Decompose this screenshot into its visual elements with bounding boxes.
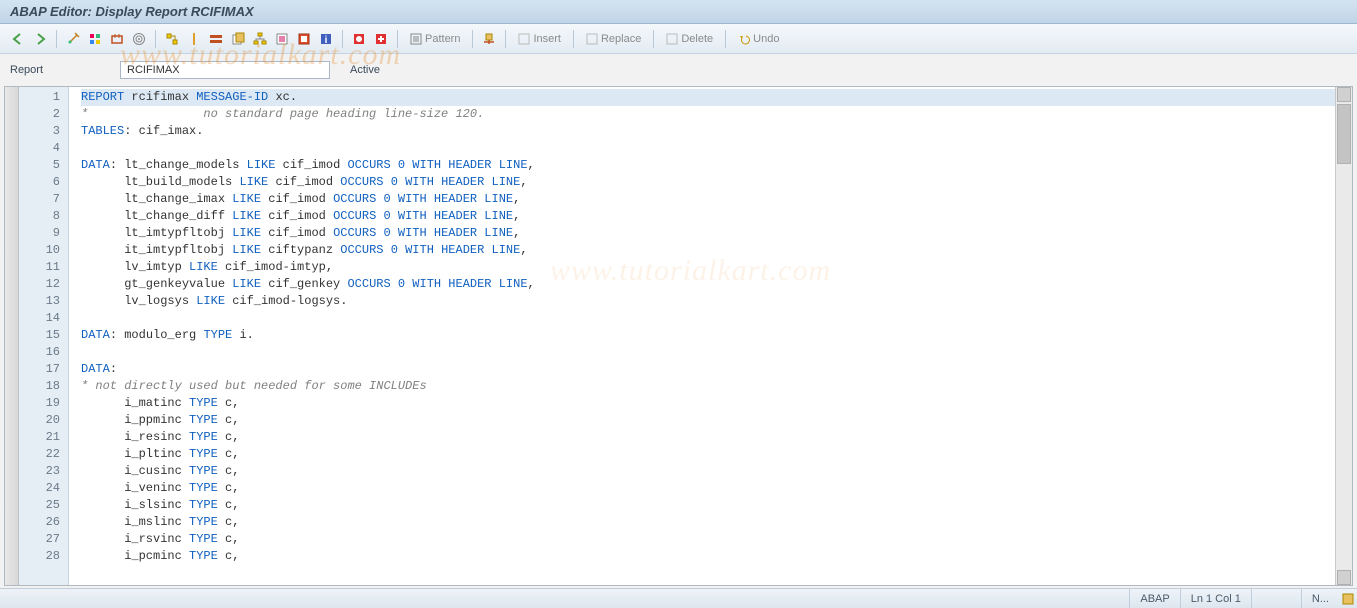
line-number: 19 (19, 395, 68, 412)
vertical-scrollbar[interactable] (1335, 87, 1352, 585)
code-line[interactable]: DATA: modulo_erg TYPE i. (81, 327, 1335, 344)
line-number: 8 (19, 208, 68, 225)
line-number: 13 (19, 293, 68, 310)
status-lang: ABAP (1129, 589, 1179, 608)
code-line[interactable]: i_matinc TYPE c, (81, 395, 1335, 412)
line-number: 23 (19, 463, 68, 480)
code-line[interactable]: i_mslinc TYPE c, (81, 514, 1335, 531)
scroll-down-button[interactable] (1337, 570, 1351, 585)
line-number: 25 (19, 497, 68, 514)
code-line[interactable]: i_pcminc TYPE c, (81, 548, 1335, 565)
status-mode: N... (1301, 589, 1339, 608)
code-line[interactable]: * not directly used but needed for some … (81, 378, 1335, 395)
help-icon[interactable]: i (316, 29, 336, 49)
delete-button: Delete (660, 29, 719, 49)
line-number: 6 (19, 174, 68, 191)
line-number: 10 (19, 242, 68, 259)
back-button[interactable] (8, 29, 28, 49)
hierarchy-icon[interactable] (250, 29, 270, 49)
code-line[interactable]: i_pltinc TYPE c, (81, 446, 1335, 463)
line-number: 16 (19, 344, 68, 361)
pretty-printer-icon[interactable] (479, 29, 499, 49)
activate-icon[interactable] (107, 29, 127, 49)
display-change-icon[interactable] (63, 29, 83, 49)
line-number: 3 (19, 123, 68, 140)
check-icon[interactable] (85, 29, 105, 49)
code-line[interactable] (81, 140, 1335, 157)
line-number-gutter: 1234567891011121314151617181920212223242… (19, 87, 69, 585)
editor-margin (5, 87, 19, 585)
line-number: 28 (19, 548, 68, 565)
code-line[interactable]: lt_change_imax LIKE cif_imod OCCURS 0 WI… (81, 191, 1335, 208)
window-title: ABAP Editor: Display Report RCIFIMAX (10, 4, 254, 19)
report-name-field[interactable]: RCIFIMAX (120, 61, 330, 79)
line-number: 9 (19, 225, 68, 242)
code-line[interactable]: i_ppminc TYPE c, (81, 412, 1335, 429)
line-number: 7 (19, 191, 68, 208)
replace-button: Replace (580, 29, 647, 49)
line-number: 15 (19, 327, 68, 344)
pattern-button[interactable]: Pattern (404, 29, 466, 49)
line-number: 17 (19, 361, 68, 378)
line-number: 5 (19, 157, 68, 174)
undo-button: Undo (732, 29, 785, 49)
line-number: 11 (19, 259, 68, 276)
svg-text:i: i (325, 35, 328, 46)
scroll-thumb[interactable] (1337, 104, 1351, 164)
line-number: 18 (19, 378, 68, 395)
code-line[interactable]: * no standard page heading line-size 120… (81, 106, 1335, 123)
resize-grip[interactable] (1339, 589, 1357, 608)
status-position: Ln 1 Col 1 (1180, 589, 1251, 608)
line-number: 4 (19, 140, 68, 157)
clipboard-icon[interactable] (228, 29, 248, 49)
line-number: 12 (19, 276, 68, 293)
code-line[interactable]: gt_genkeyvalue LIKE cif_genkey OCCURS 0 … (81, 276, 1335, 293)
code-editor[interactable]: 1234567891011121314151617181920212223242… (4, 86, 1353, 586)
line-number: 20 (19, 412, 68, 429)
display-list-icon[interactable] (272, 29, 292, 49)
line-number: 22 (19, 446, 68, 463)
line-number: 24 (19, 480, 68, 497)
title-bar: ABAP Editor: Display Report RCIFIMAX (0, 0, 1357, 24)
code-line[interactable] (81, 310, 1335, 327)
code-area[interactable]: REPORT rcifimax MESSAGE-ID xc.* no stand… (69, 87, 1335, 585)
forward-button[interactable] (30, 29, 50, 49)
toolbar: i Pattern Insert Replace Delete Undo (0, 24, 1357, 54)
code-line[interactable] (81, 344, 1335, 361)
report-status: Active (350, 64, 380, 76)
select-block-icon[interactable] (206, 29, 226, 49)
code-line[interactable]: i_resinc TYPE c, (81, 429, 1335, 446)
code-line[interactable]: DATA: (81, 361, 1335, 378)
code-line[interactable]: it_imtypfltobj LIKE ciftypanz OCCURS 0 W… (81, 242, 1335, 259)
code-line[interactable]: lt_change_diff LIKE cif_imod OCCURS 0 WI… (81, 208, 1335, 225)
breakpoint-external-icon[interactable] (371, 29, 391, 49)
code-line[interactable]: i_cusinc TYPE c, (81, 463, 1335, 480)
insert-button: Insert (512, 29, 567, 49)
code-line[interactable]: lv_logsys LIKE cif_imod-logsys. (81, 293, 1335, 310)
line-number: 2 (19, 106, 68, 123)
line-number: 27 (19, 531, 68, 548)
code-line[interactable]: TABLES: cif_imax. (81, 123, 1335, 140)
line-number: 1 (19, 89, 68, 106)
fullscreen-icon[interactable] (294, 29, 314, 49)
code-line[interactable]: lt_build_models LIKE cif_imod OCCURS 0 W… (81, 174, 1335, 191)
code-line[interactable]: lt_imtypfltobj LIKE cif_imod OCCURS 0 WI… (81, 225, 1335, 242)
breakpoint-session-icon[interactable] (349, 29, 369, 49)
code-line[interactable]: lv_imtyp LIKE cif_imod-imtyp, (81, 259, 1335, 276)
report-label: Report (10, 64, 110, 76)
code-line[interactable]: DATA: lt_change_models LIKE cif_imod OCC… (81, 157, 1335, 174)
code-line[interactable]: i_slsinc TYPE c, (81, 497, 1335, 514)
code-line[interactable]: i_rsvinc TYPE c, (81, 531, 1335, 548)
line-number: 21 (19, 429, 68, 446)
scroll-up-button[interactable] (1337, 87, 1351, 102)
code-line[interactable]: i_veninc TYPE c, (81, 480, 1335, 497)
breakpoint-icon[interactable] (184, 29, 204, 49)
execute-icon[interactable] (129, 29, 149, 49)
where-used-icon[interactable] (162, 29, 182, 49)
info-bar: Report RCIFIMAX Active (0, 54, 1357, 84)
code-line[interactable]: REPORT rcifimax MESSAGE-ID xc. (81, 89, 1335, 106)
status-bar: ABAP Ln 1 Col 1 N... (0, 588, 1357, 608)
line-number: 14 (19, 310, 68, 327)
line-number: 26 (19, 514, 68, 531)
